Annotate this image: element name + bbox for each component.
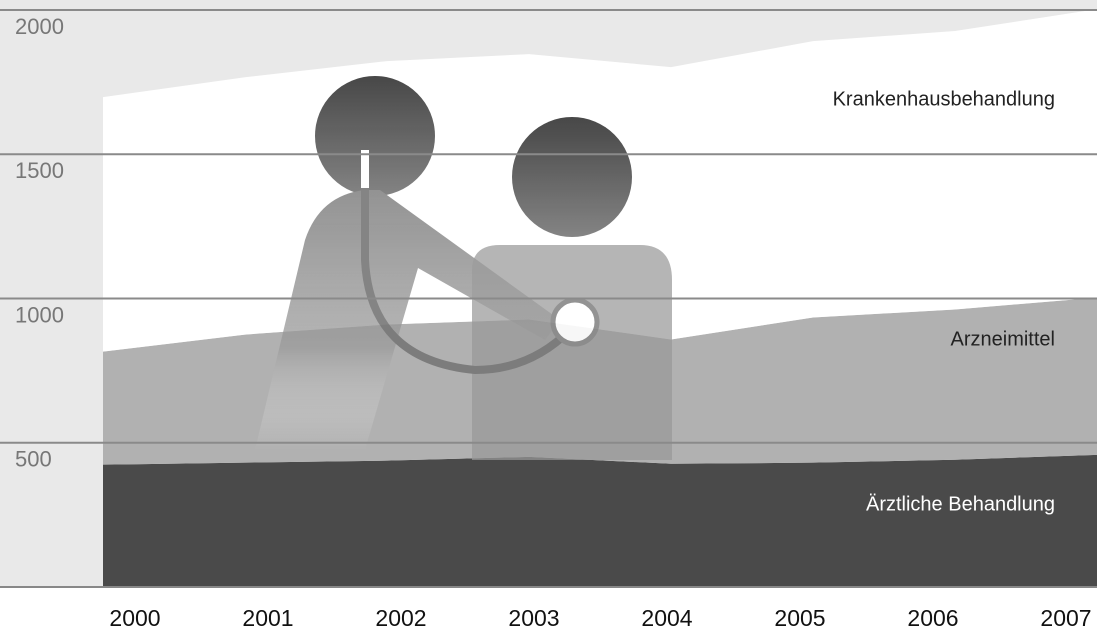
x-tick-label: 2006	[907, 605, 958, 631]
series-label: Krankenhausbehandlung	[833, 88, 1055, 110]
x-tick-label: 2005	[774, 605, 825, 631]
x-tick-label: 2002	[375, 605, 426, 631]
y-tick-label: 1000	[15, 302, 64, 327]
area	[103, 455, 1097, 587]
x-tick-label: 2000	[109, 605, 160, 631]
chart: 500 1000 1500 2000 2000 2001 2002 2003 2004 2005 2…	[0, 0, 1097, 632]
x-tick-label: 2003	[508, 605, 559, 631]
y-tick-label: 2000	[15, 14, 64, 39]
series-label: Arzneimittel	[951, 328, 1055, 350]
page: {"chart_data": {"type": "stacked-area", …	[0, 0, 1097, 632]
x-tick-label: 2001	[242, 605, 293, 631]
x-tick-label: 2007	[1040, 605, 1091, 631]
y-tick-label: 1500	[15, 158, 64, 183]
y-tick-label: 500	[15, 447, 52, 472]
series-label: Ärztliche Behandlung	[866, 493, 1055, 515]
x-tick-label: 2004	[641, 605, 692, 631]
